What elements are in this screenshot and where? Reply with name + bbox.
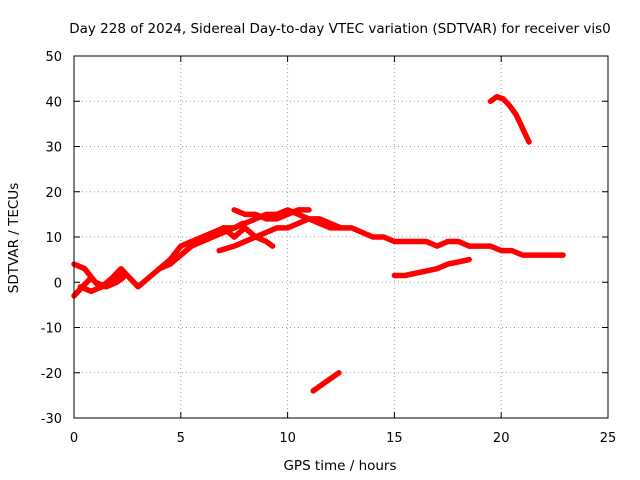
- x-tick-label: 5: [177, 431, 185, 446]
- series-arc-9: [487, 93, 532, 145]
- series-arc-8: [391, 256, 472, 279]
- series-arc-10: [310, 370, 342, 394]
- y-tick-label: 0: [54, 276, 62, 291]
- series-arc-5: [216, 216, 344, 254]
- series-arc-7: [220, 225, 276, 249]
- x-tick-label: 25: [600, 431, 617, 446]
- y-tick-label: -20: [41, 367, 62, 382]
- series-arc-3: [77, 220, 246, 295]
- series-layer: [71, 93, 566, 394]
- chart-title: Day 228 of 2024, Sidereal Day-to-day VTE…: [69, 21, 611, 37]
- x-tick-label: 20: [493, 431, 510, 446]
- y-tick-label: -30: [41, 412, 62, 427]
- x-tick-label: 15: [386, 431, 403, 446]
- grid-layer: [74, 56, 608, 418]
- tick-layer: 0 5 10 15 20 25 -30 -20 -10 0 10 20 30 40 50: [41, 50, 617, 446]
- y-tick-label: 10: [45, 231, 62, 246]
- y-tick-label: 20: [45, 186, 62, 201]
- y-tick-label: -10: [41, 322, 62, 337]
- y-tick-label: 50: [45, 50, 62, 65]
- y-tick-label: 30: [45, 141, 62, 156]
- x-axis-label: GPS time / hours: [283, 458, 396, 474]
- series-arc-4: [156, 207, 566, 272]
- x-tick-label: 10: [279, 431, 296, 446]
- y-tick-label: 40: [45, 95, 62, 110]
- x-tick-label: 0: [70, 431, 78, 446]
- series-arc-6: [231, 207, 312, 222]
- y-axis-label: SDTVAR / TECUs: [6, 183, 22, 293]
